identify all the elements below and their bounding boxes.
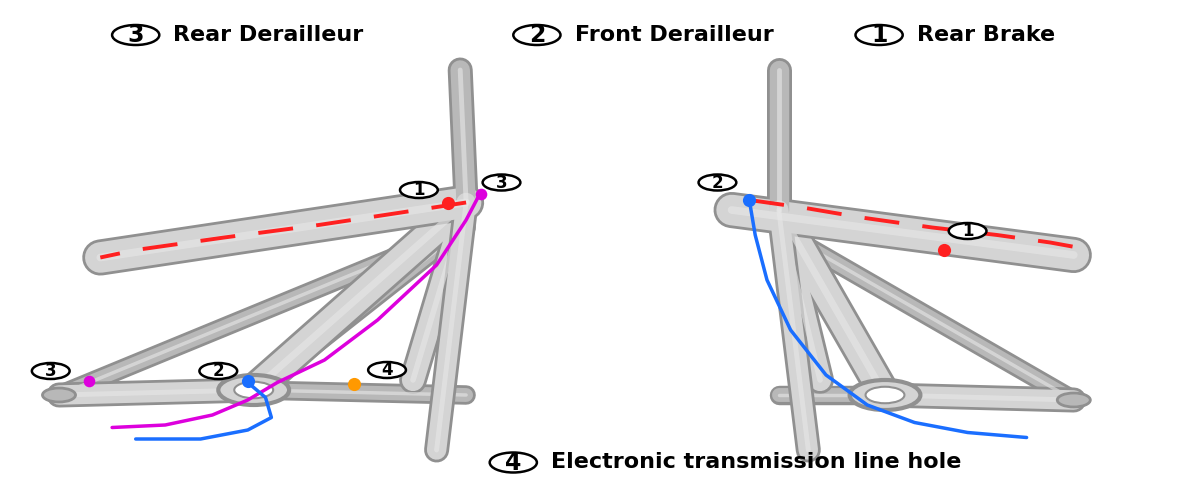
Circle shape xyxy=(32,363,70,379)
Point xyxy=(238,377,257,385)
Text: 3: 3 xyxy=(496,174,507,192)
Circle shape xyxy=(856,25,903,45)
Circle shape xyxy=(513,25,560,45)
Text: 2: 2 xyxy=(212,362,224,380)
Text: 1: 1 xyxy=(413,181,425,199)
Circle shape xyxy=(368,362,406,378)
Text: 2: 2 xyxy=(529,23,545,47)
Circle shape xyxy=(490,452,537,472)
Text: 1: 1 xyxy=(871,23,887,47)
Circle shape xyxy=(1057,393,1090,407)
Point xyxy=(472,190,491,198)
Circle shape xyxy=(483,174,520,190)
Point xyxy=(345,380,363,388)
Text: Rear Brake: Rear Brake xyxy=(917,25,1055,45)
Circle shape xyxy=(112,25,159,45)
Circle shape xyxy=(699,174,736,190)
Text: 3: 3 xyxy=(45,362,57,380)
Circle shape xyxy=(234,382,274,398)
Text: 2: 2 xyxy=(712,174,723,192)
Text: 1: 1 xyxy=(962,222,974,240)
Text: 4: 4 xyxy=(381,361,393,379)
Circle shape xyxy=(865,387,905,403)
Text: 4: 4 xyxy=(505,450,522,474)
Circle shape xyxy=(949,223,986,239)
Circle shape xyxy=(850,380,920,410)
Point xyxy=(740,196,759,204)
Circle shape xyxy=(400,182,438,198)
Point xyxy=(935,246,953,254)
Point xyxy=(439,198,458,206)
Circle shape xyxy=(218,375,289,405)
Text: 3: 3 xyxy=(127,23,144,47)
Text: Front Derailleur: Front Derailleur xyxy=(575,25,773,45)
Circle shape xyxy=(199,363,237,379)
Text: Electronic transmission line hole: Electronic transmission line hole xyxy=(551,452,962,472)
Text: Rear Derailleur: Rear Derailleur xyxy=(173,25,363,45)
Circle shape xyxy=(42,388,76,402)
Point xyxy=(79,377,98,385)
